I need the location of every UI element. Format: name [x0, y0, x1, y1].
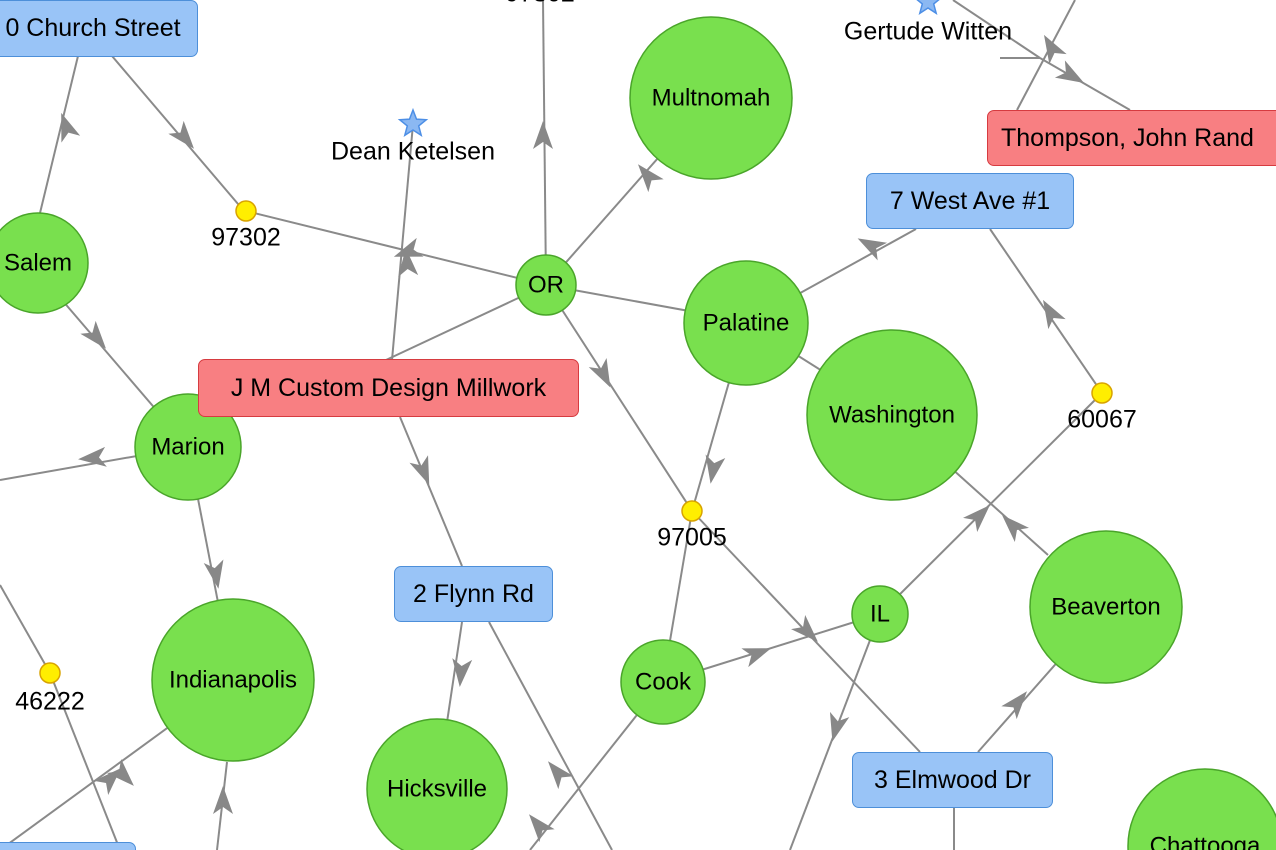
person-star-icon-gertude[interactable]	[915, 0, 942, 15]
arrow-layer	[61, 34, 1085, 843]
edge-arrowhead-16	[1001, 691, 1027, 720]
edge-1	[39, 55, 79, 214]
zip-node-z60067[interactable]	[1091, 382, 1113, 404]
place-node-marion[interactable]	[134, 393, 242, 501]
edge-30	[49, 672, 121, 850]
place-node-il[interactable]	[851, 585, 909, 643]
edge-arrowhead-27	[213, 786, 233, 814]
edge-8	[545, 284, 693, 512]
edge-arrowhead-0	[61, 112, 81, 143]
person-label-gertude: Gertude Witten	[843, 17, 1013, 46]
place-label-indianapolis: Indianapolis	[169, 667, 297, 694]
place-label-hicksville: Hicksville	[387, 776, 487, 803]
edge-arrowhead-18	[409, 455, 430, 485]
edge-19	[952, 0, 1041, 59]
place-node-palatine[interactable]	[683, 260, 809, 386]
place-label-palatine: Palatine	[703, 310, 790, 337]
edge-arrowhead-1	[168, 120, 194, 149]
address-label: 3 Elmwood Dr	[874, 765, 1031, 794]
edge-arrowhead-8	[857, 238, 888, 261]
edge-3	[391, 123, 414, 361]
edge-arrowhead-15	[1054, 60, 1085, 83]
place-label-washington: Washington	[829, 402, 955, 429]
address-node-elmwood-dr[interactable]: 3 Elmwood Dr	[852, 752, 1053, 808]
edge-32	[488, 621, 613, 850]
edge-arrowhead-5	[638, 164, 664, 193]
place-label-chattooga: Chattooga	[1150, 833, 1261, 850]
address-node-flynn-rd[interactable]: 2 Flynn Rd	[394, 566, 553, 622]
place-label-or: OR	[528, 272, 564, 299]
edge-arrowhead-12	[741, 648, 772, 668]
person-label-dean: Dean Ketelsen	[330, 137, 496, 166]
cut-off-zip-label: 97302	[505, 0, 575, 9]
edge-arrowhead-9	[1043, 299, 1066, 330]
edge-arrowhead-19	[78, 446, 107, 467]
place-node-salem[interactable]	[0, 212, 89, 314]
edge-17	[1016, 0, 1076, 111]
edge-arrowhead-10	[963, 505, 990, 532]
place-node-multnomah[interactable]	[629, 16, 793, 180]
place-label-il: IL	[870, 601, 890, 628]
edge-arrowhead-4	[533, 121, 553, 149]
edge-arrowhead-20	[80, 320, 106, 349]
place-node-washington[interactable]	[806, 329, 978, 501]
place-label-beaverton: Beaverton	[1051, 594, 1160, 621]
edge-arrowhead-14	[1044, 34, 1067, 65]
edge-arrowhead-26	[529, 814, 555, 843]
edge-arrowhead-21	[203, 559, 224, 589]
zip-node-z97005[interactable]	[681, 500, 703, 522]
zip-label-46222: 46222	[15, 687, 85, 716]
zip-label-97302: 97302	[211, 223, 281, 252]
place-label-multnomah: Multnomah	[652, 85, 771, 112]
place-node-hicksville[interactable]	[366, 718, 508, 850]
edge-arrowhead-11	[1002, 515, 1029, 542]
address-node-bottom-left[interactable]	[0, 842, 136, 850]
address-label: 7 West Ave #1	[889, 186, 1051, 215]
place-node-beaverton[interactable]	[1029, 530, 1183, 684]
place-node-or[interactable]	[515, 254, 577, 316]
zip-label-97005: 97005	[657, 523, 727, 552]
org-label: Thompson, John Rand	[1001, 123, 1254, 152]
zip-node-z46222[interactable]	[39, 662, 61, 684]
edge-arrowhead-25	[548, 761, 574, 790]
address-node-west-ave[interactable]: 7 West Ave #1	[866, 173, 1074, 229]
place-node-cook[interactable]	[620, 639, 706, 725]
edge-arrowhead-7	[705, 454, 726, 484]
edge-arrowhead-2	[393, 237, 424, 257]
edge-18	[1039, 57, 1131, 111]
address-label: 2 Flynn Rd	[413, 579, 534, 608]
address-node-church-street[interactable]: 0 Church Street	[0, 0, 198, 57]
place-node-chattooga[interactable]	[1127, 768, 1276, 850]
edge-arrowhead-23	[107, 759, 134, 786]
place-label-cook: Cook	[635, 669, 692, 696]
edge-29	[0, 584, 51, 674]
place-label-marion: Marion	[151, 434, 224, 461]
org-label: J M Custom Design Millwork	[230, 373, 547, 402]
edge-arrowhead-24	[452, 658, 473, 687]
edge-arrowhead-3	[398, 248, 419, 277]
edge-arrowhead-17	[829, 711, 850, 742]
edge-arrowhead-13	[791, 615, 818, 642]
edge-arrowhead-6	[588, 357, 611, 388]
person-star-icon-dean[interactable]	[397, 107, 429, 137]
org-node-jm-custom[interactable]: J M Custom Design Millwork	[198, 359, 579, 417]
place-node-indianapolis[interactable]	[151, 598, 315, 762]
org-node-thompson[interactable]: Thompson, John Rand	[987, 110, 1276, 166]
zip-node-z97302[interactable]	[235, 200, 257, 222]
edge-25	[399, 416, 463, 567]
place-label-salem: Salem	[4, 250, 72, 277]
address-label: 0 Church Street	[5, 14, 181, 42]
edge-2	[245, 210, 547, 286]
zip-label-60067: 60067	[1067, 405, 1137, 434]
